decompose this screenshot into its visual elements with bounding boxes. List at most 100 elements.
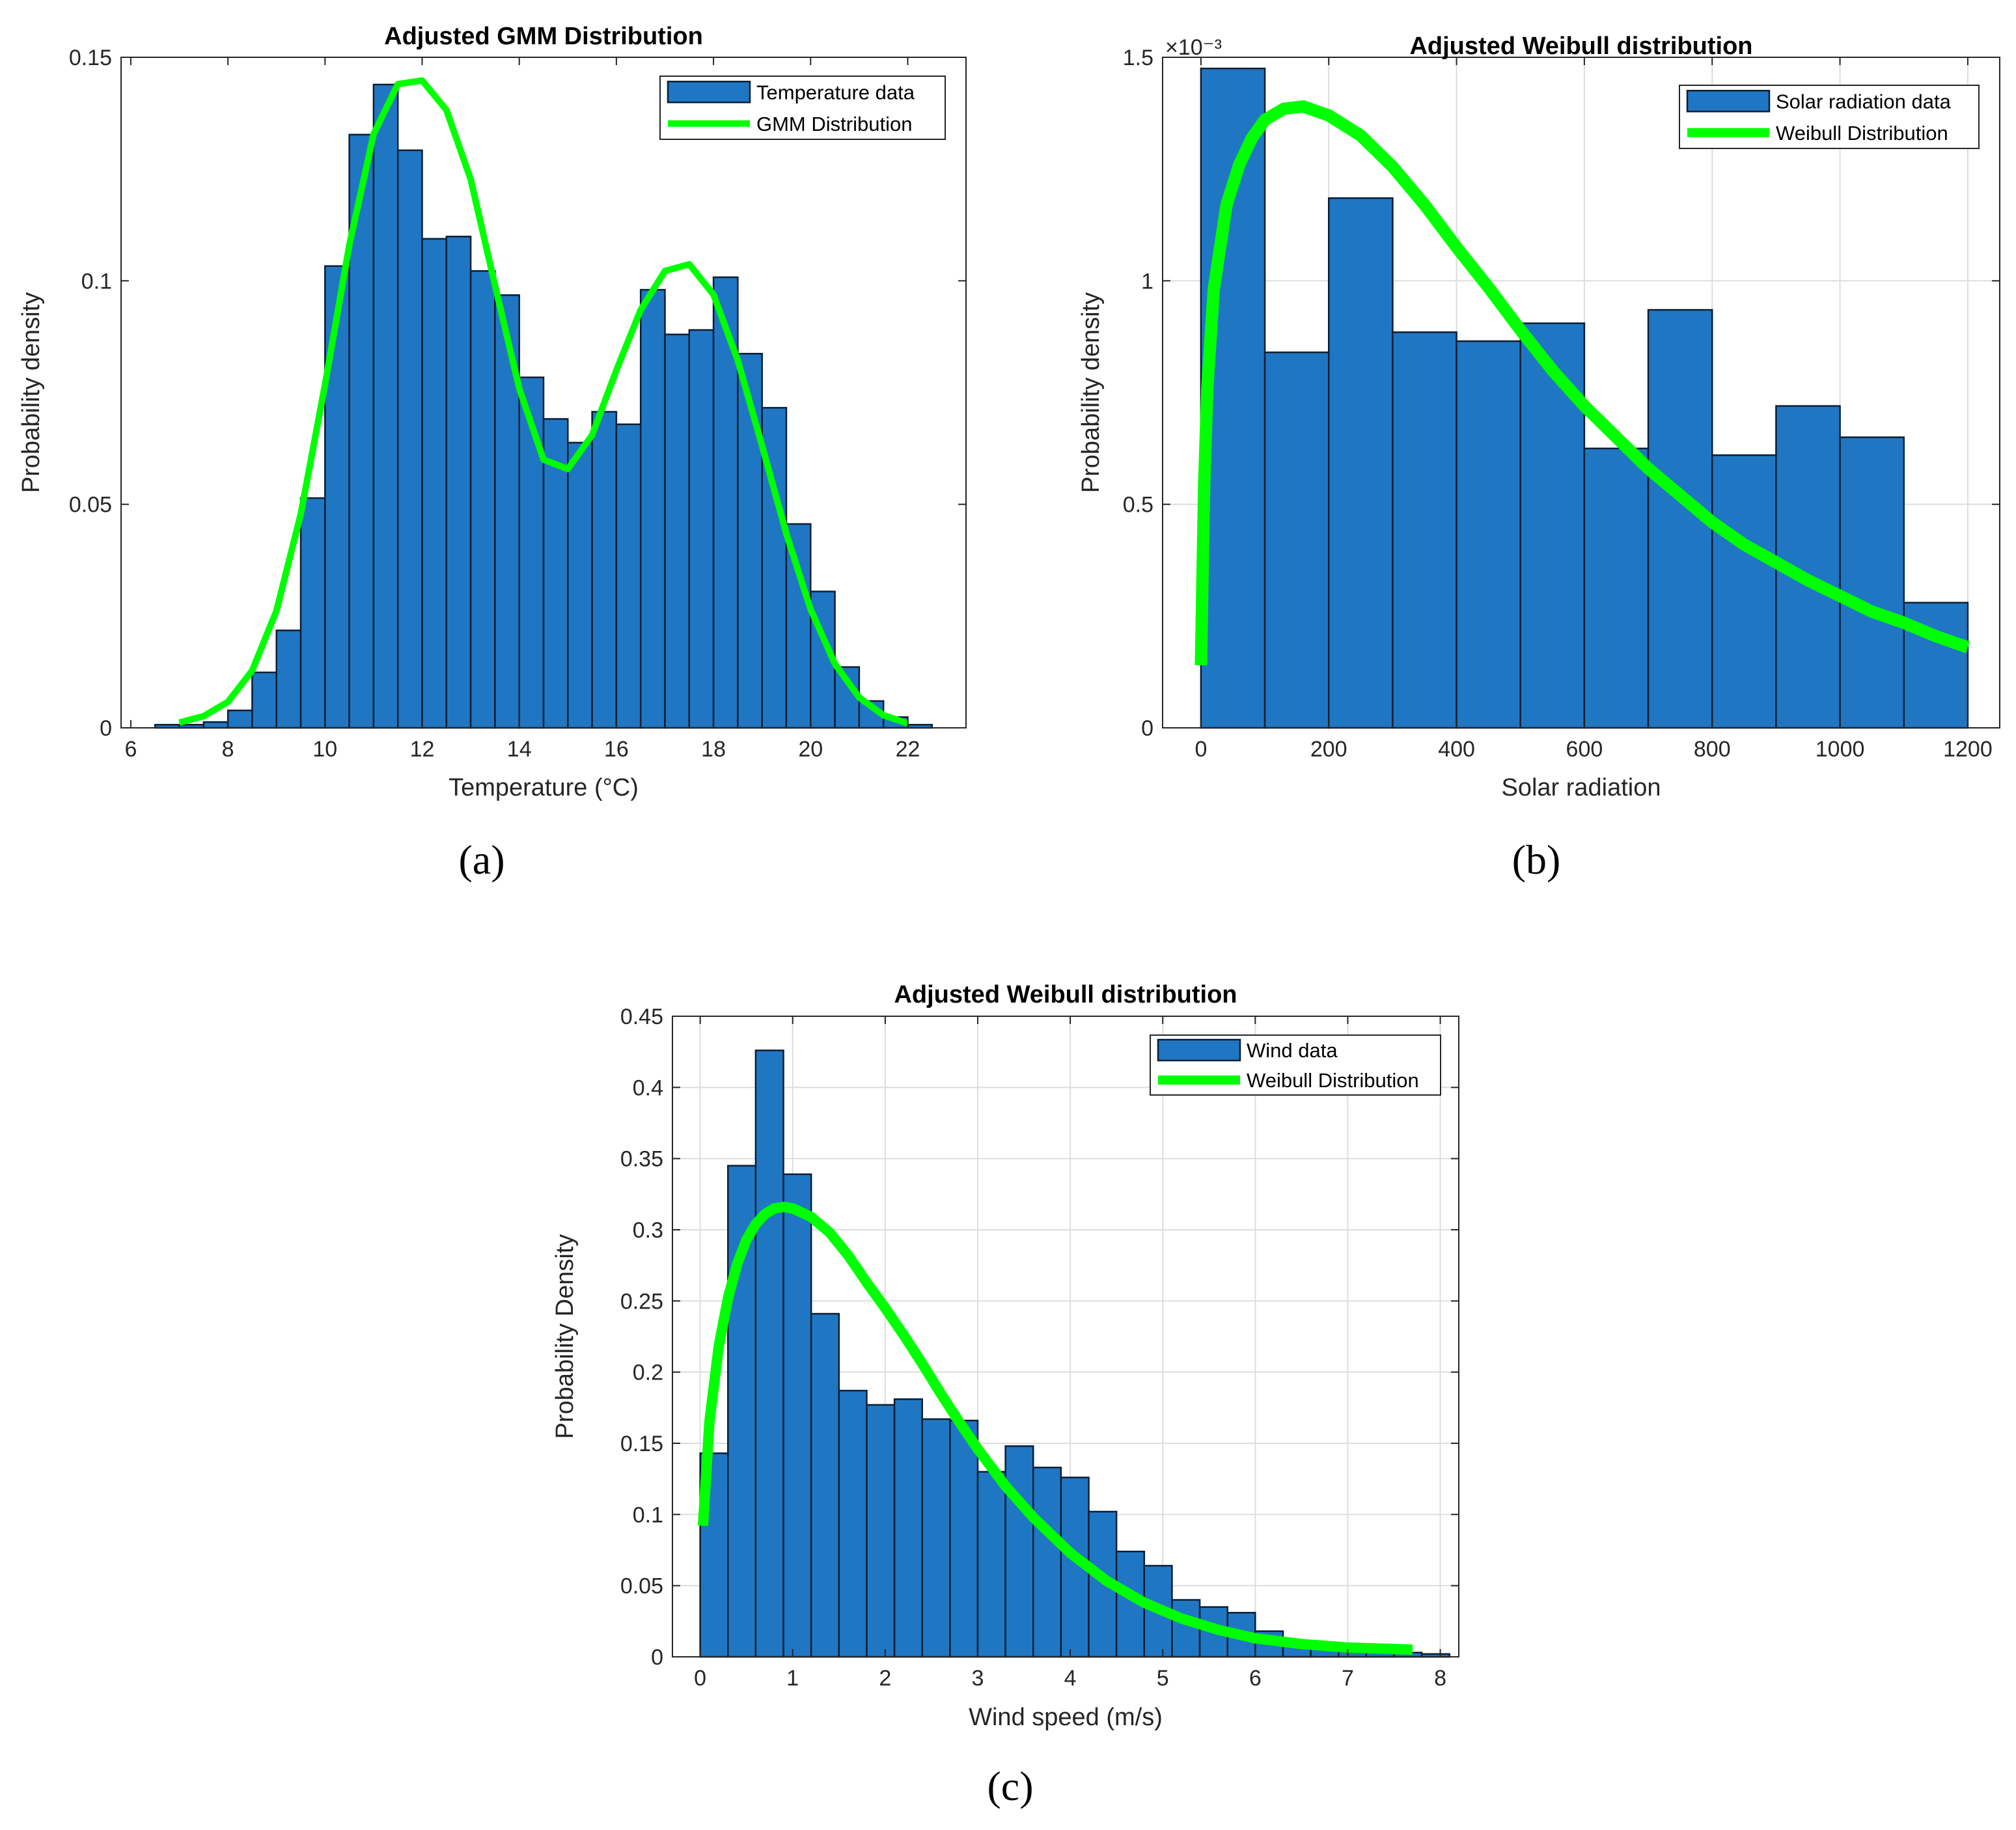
y-tick-label: 0.05 xyxy=(69,493,112,518)
x-tick-label: 16 xyxy=(604,737,629,762)
histogram-bar xyxy=(396,149,423,729)
histogram-bar xyxy=(782,1173,812,1658)
y-multiplier: ×10⁻³ xyxy=(1165,35,1222,60)
axes-frame xyxy=(672,1016,1459,1657)
legend-swatch-bar xyxy=(1157,1038,1241,1062)
histogram-bar xyxy=(299,497,326,729)
histogram-bar xyxy=(372,83,399,729)
x-tick-label: 14 xyxy=(507,737,532,762)
y-tick-label: 0.1 xyxy=(633,1503,663,1527)
y-tick-label: 0.3 xyxy=(633,1218,663,1243)
x-axis-label: Temperature (°C) xyxy=(449,774,639,801)
x-tick-label: 22 xyxy=(896,737,920,762)
axes-frame xyxy=(1162,57,2000,728)
y-tick-label: 0.15 xyxy=(620,1432,663,1456)
histogram-bar xyxy=(664,333,691,729)
legend-label-data: Temperature data xyxy=(756,81,915,104)
histogram-bar xyxy=(1839,436,1905,729)
y-tick-label: 1.5 xyxy=(1123,46,1153,70)
histogram-bar xyxy=(591,411,618,729)
legend-swatch-bar xyxy=(1686,90,1771,113)
x-tick-label: 800 xyxy=(1694,737,1731,762)
histogram-bar xyxy=(1327,197,1394,729)
y-tick-label: 0.2 xyxy=(633,1361,663,1385)
fitted-curve xyxy=(178,77,909,727)
histogram-bar xyxy=(754,1049,784,1658)
legend-swatch-bar xyxy=(667,81,751,104)
y-tick-label: 0.25 xyxy=(620,1289,663,1314)
y-tick-label: 0.1 xyxy=(81,269,112,294)
y-tick-label: 0.35 xyxy=(620,1147,663,1172)
legend: Wind data Weibull Distribution xyxy=(1150,1034,1441,1096)
histogram-bar xyxy=(893,1398,923,1658)
x-tick-label: 0 xyxy=(694,1666,706,1691)
x-tick-label: 10 xyxy=(312,737,337,762)
y-tick-label: 0.45 xyxy=(620,1005,663,1029)
histogram-bar xyxy=(1004,1445,1034,1658)
chart-temperature-gmm: 6 8 10 12 14 16 18 20 22 0 0.05 0.1 0.15 Adjusted GMM… xyxy=(18,23,967,801)
histogram-bar xyxy=(1171,1599,1201,1658)
y-tick-label: 0.15 xyxy=(69,46,112,70)
histogram-bar xyxy=(639,288,666,729)
legend-label-data: Wind data xyxy=(1247,1039,1338,1062)
y-tick-label: 0 xyxy=(1141,716,1153,741)
legend-label-data: Solar radiation data xyxy=(1776,90,1952,113)
x-tick-label: 1 xyxy=(786,1666,799,1691)
chart-title: Adjusted Weibull distribution xyxy=(894,981,1237,1008)
y-tick-label: 0 xyxy=(651,1645,663,1670)
histogram-bar xyxy=(976,1471,1006,1658)
histogram-bar xyxy=(469,270,496,729)
histogram-bar xyxy=(1263,351,1330,729)
x-tick-label: 20 xyxy=(798,737,823,762)
y-tick-label: 0.4 xyxy=(633,1075,663,1100)
histogram-bar xyxy=(421,238,448,729)
x-tick-label: 7 xyxy=(1342,1666,1354,1691)
x-tick-label: 1200 xyxy=(1943,737,1993,762)
x-tick-label: 6 xyxy=(124,737,137,762)
x-tick-label: 6 xyxy=(1249,1666,1262,1691)
x-tick-label: 8 xyxy=(1434,1666,1446,1691)
x-tick-label: 18 xyxy=(701,737,726,762)
x-tick-label: 600 xyxy=(1566,737,1603,762)
histogram-bar xyxy=(567,441,593,729)
x-tick-label: 5 xyxy=(1157,1666,1169,1691)
x-tick-label: 8 xyxy=(222,737,234,762)
histogram-bar xyxy=(1032,1466,1062,1658)
y-axis-label: Probability Density xyxy=(551,1234,579,1439)
x-tick-label: 12 xyxy=(410,737,435,762)
caption-b: (b) xyxy=(1512,837,1561,883)
axes-frame xyxy=(120,57,967,728)
histogram-bar xyxy=(227,709,253,729)
histogram-bar xyxy=(202,721,229,729)
histogram-bar xyxy=(518,376,545,729)
y-tick-label: 0.05 xyxy=(620,1574,663,1599)
chart-solar-weibull: 0 200 400 600 800 1000 1200 0 0.5 1 1.5 ×10⁻³ Adjust… xyxy=(1077,33,2000,801)
histogram-bar xyxy=(921,1418,951,1658)
x-tick-label: 400 xyxy=(1438,737,1475,762)
y-tick-label: 0.5 xyxy=(1123,493,1153,518)
histogram-bar xyxy=(949,1419,979,1658)
x-tick-label: 2 xyxy=(879,1666,891,1691)
histogram-bar xyxy=(688,329,715,729)
histogram-bar xyxy=(737,353,763,729)
x-tick-label: 1000 xyxy=(1816,737,1865,762)
legend: Solar radiation data Weibull Distribution xyxy=(1679,85,1980,149)
histogram-bar xyxy=(445,236,472,729)
histogram-bar xyxy=(866,1404,896,1658)
legend: Temperature data GMM Distribution xyxy=(659,76,946,140)
fitted-curve xyxy=(1194,100,1970,666)
x-tick-label: 3 xyxy=(972,1666,984,1691)
y-axis-label: Probability density xyxy=(18,292,45,493)
x-tick-label: 0 xyxy=(1194,737,1207,762)
legend-label-fit: Weibull Distribution xyxy=(1247,1069,1419,1092)
histogram-bar xyxy=(324,265,350,729)
chart-title: Adjusted GMM Distribution xyxy=(384,23,703,50)
x-tick-label: 200 xyxy=(1310,737,1347,762)
x-axis-label: Solar radiation xyxy=(1501,774,1661,801)
histogram-bar xyxy=(810,1312,840,1658)
chart-title: Adjusted Weibull distribution xyxy=(1409,33,1752,60)
x-tick-label: 4 xyxy=(1064,1666,1077,1691)
histogram-bar xyxy=(615,423,642,729)
histogram-bar xyxy=(1519,322,1586,729)
